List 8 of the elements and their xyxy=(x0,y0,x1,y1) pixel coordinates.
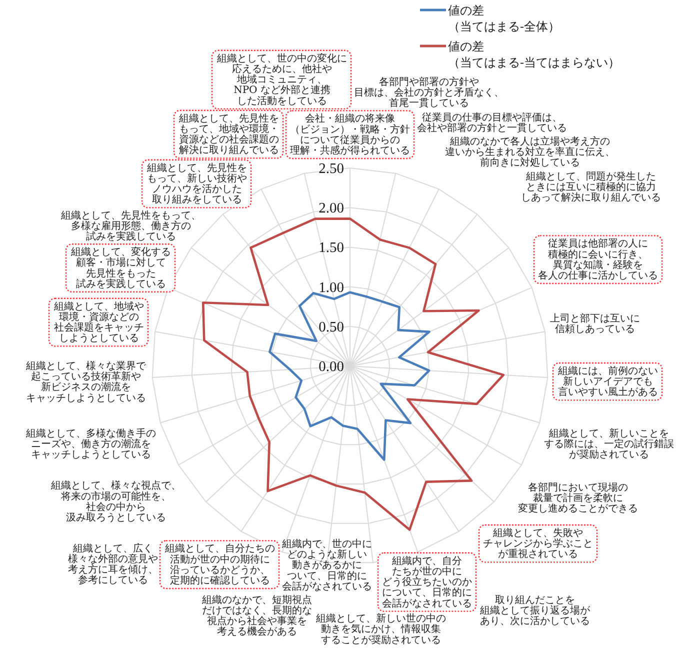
y-tick-label: 0.00 xyxy=(318,359,344,375)
legend-label: 値の差（当てはまる-当てはまらない） xyxy=(448,40,620,70)
y-tick-label: 1.50 xyxy=(318,240,344,256)
y-tick-label: 2.50 xyxy=(318,161,344,177)
y-tick-label: 2.00 xyxy=(318,200,344,217)
y-tick-label: 0.50 xyxy=(318,319,344,336)
legend-label: 値の差（当てはまる-全体） xyxy=(448,4,560,34)
y-tick-label: 1.00 xyxy=(318,280,344,296)
